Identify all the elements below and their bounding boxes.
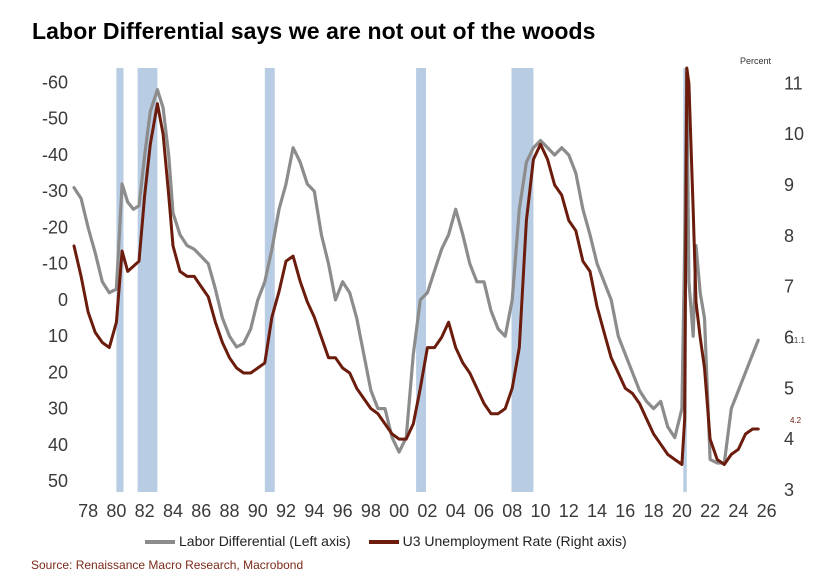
right-axis-ticks: 11 10 9 8 7 6 5 4 3 bbox=[784, 73, 804, 500]
x-tick-label: 80 bbox=[106, 501, 126, 521]
legend: Labor Differential (Left axis) U3 Unempl… bbox=[145, 533, 641, 549]
x-tick-label: 02 bbox=[417, 501, 437, 521]
x-tick-label: 06 bbox=[474, 501, 494, 521]
x-axis-ticks: 78 80 82 84 86 88 90 92 94 96 98 00 02 04 06 08 10 12 14 16… bbox=[78, 501, 777, 521]
right-tick-label: 9 bbox=[784, 175, 794, 195]
x-tick-label: 96 bbox=[333, 501, 353, 521]
x-tick-label: 98 bbox=[361, 501, 381, 521]
right-tick-label: 3 bbox=[784, 480, 794, 500]
legend-item-u3: U3 Unemployment Rate (Right axis) bbox=[368, 533, 627, 549]
right-axis-unit: Percent bbox=[740, 56, 772, 66]
legend-swatch-u3 bbox=[368, 540, 399, 545]
right-tick-label: 4 bbox=[784, 429, 794, 449]
legend-item-labor: Labor Differential (Left axis) bbox=[145, 533, 351, 549]
x-tick-label: 22 bbox=[700, 501, 720, 521]
legend-swatch-labor bbox=[145, 540, 175, 545]
x-tick-label: 20 bbox=[672, 501, 692, 521]
legend-label-u3: U3 Unemployment Rate (Right axis) bbox=[402, 533, 627, 549]
x-tick-label: 12 bbox=[559, 501, 579, 521]
x-tick-label: 00 bbox=[389, 501, 409, 521]
x-tick-label: 18 bbox=[644, 501, 664, 521]
chart-title: Labor Differential says we are not out o… bbox=[32, 18, 596, 44]
left-tick-label: -20 bbox=[42, 217, 68, 237]
legend-label-labor: Labor Differential (Left axis) bbox=[179, 533, 351, 549]
left-tick-label: -50 bbox=[42, 109, 68, 129]
left-tick-label: 50 bbox=[48, 471, 68, 491]
recession-shading bbox=[116, 68, 687, 492]
left-tick-label: -10 bbox=[42, 254, 68, 274]
left-tick-label: 0 bbox=[58, 290, 68, 310]
right-tick-label: 10 bbox=[784, 124, 804, 144]
left-tick-label: 20 bbox=[48, 362, 68, 382]
x-tick-label: 88 bbox=[219, 501, 239, 521]
left-tick-label: -30 bbox=[42, 181, 68, 201]
left-tick-label: -60 bbox=[42, 72, 68, 92]
right-tick-label: 8 bbox=[784, 226, 794, 246]
x-tick-label: 94 bbox=[304, 501, 324, 521]
x-tick-label: 24 bbox=[728, 501, 748, 521]
right-tick-label: 5 bbox=[784, 378, 794, 398]
x-tick-label: 84 bbox=[163, 501, 183, 521]
x-tick-label: 16 bbox=[615, 501, 635, 521]
x-tick-label: 78 bbox=[78, 501, 98, 521]
x-tick-label: 04 bbox=[446, 501, 466, 521]
x-tick-label: 14 bbox=[587, 501, 607, 521]
series-u3-line bbox=[72, 66, 760, 466]
x-tick-label: 10 bbox=[530, 501, 550, 521]
left-tick-label: 10 bbox=[48, 326, 68, 346]
x-tick-label: 92 bbox=[276, 501, 296, 521]
end-value-labels: 11.1 4.2 bbox=[790, 336, 806, 425]
labor-differential-series bbox=[72, 69, 760, 465]
x-tick-label: 82 bbox=[135, 501, 155, 521]
series-labor-line bbox=[72, 69, 760, 465]
left-tick-label: -40 bbox=[42, 145, 68, 165]
x-tick-label: 08 bbox=[502, 501, 522, 521]
right-tick-label: 7 bbox=[784, 277, 794, 297]
right-tick-label: 6 bbox=[784, 327, 794, 347]
left-tick-label: 40 bbox=[48, 435, 68, 455]
source-note: Source: Renaissance Macro Research, Macr… bbox=[31, 558, 304, 572]
x-tick-label: 90 bbox=[248, 501, 268, 521]
u3-unemployment-series bbox=[72, 66, 760, 466]
left-axis-ticks: -60 -50 -40 -30 -20 -10 0 10 20 30 40 50 bbox=[42, 72, 68, 491]
x-tick-label: 26 bbox=[757, 501, 777, 521]
left-tick-label: 30 bbox=[48, 399, 68, 419]
recession-bar bbox=[264, 68, 275, 492]
labor-end-label: 11.1 bbox=[790, 336, 806, 345]
u3-end-label: 4.2 bbox=[790, 416, 802, 425]
recession-bar bbox=[416, 68, 426, 492]
right-tick-label: 11 bbox=[784, 73, 803, 93]
x-tick-label: 86 bbox=[191, 501, 211, 521]
